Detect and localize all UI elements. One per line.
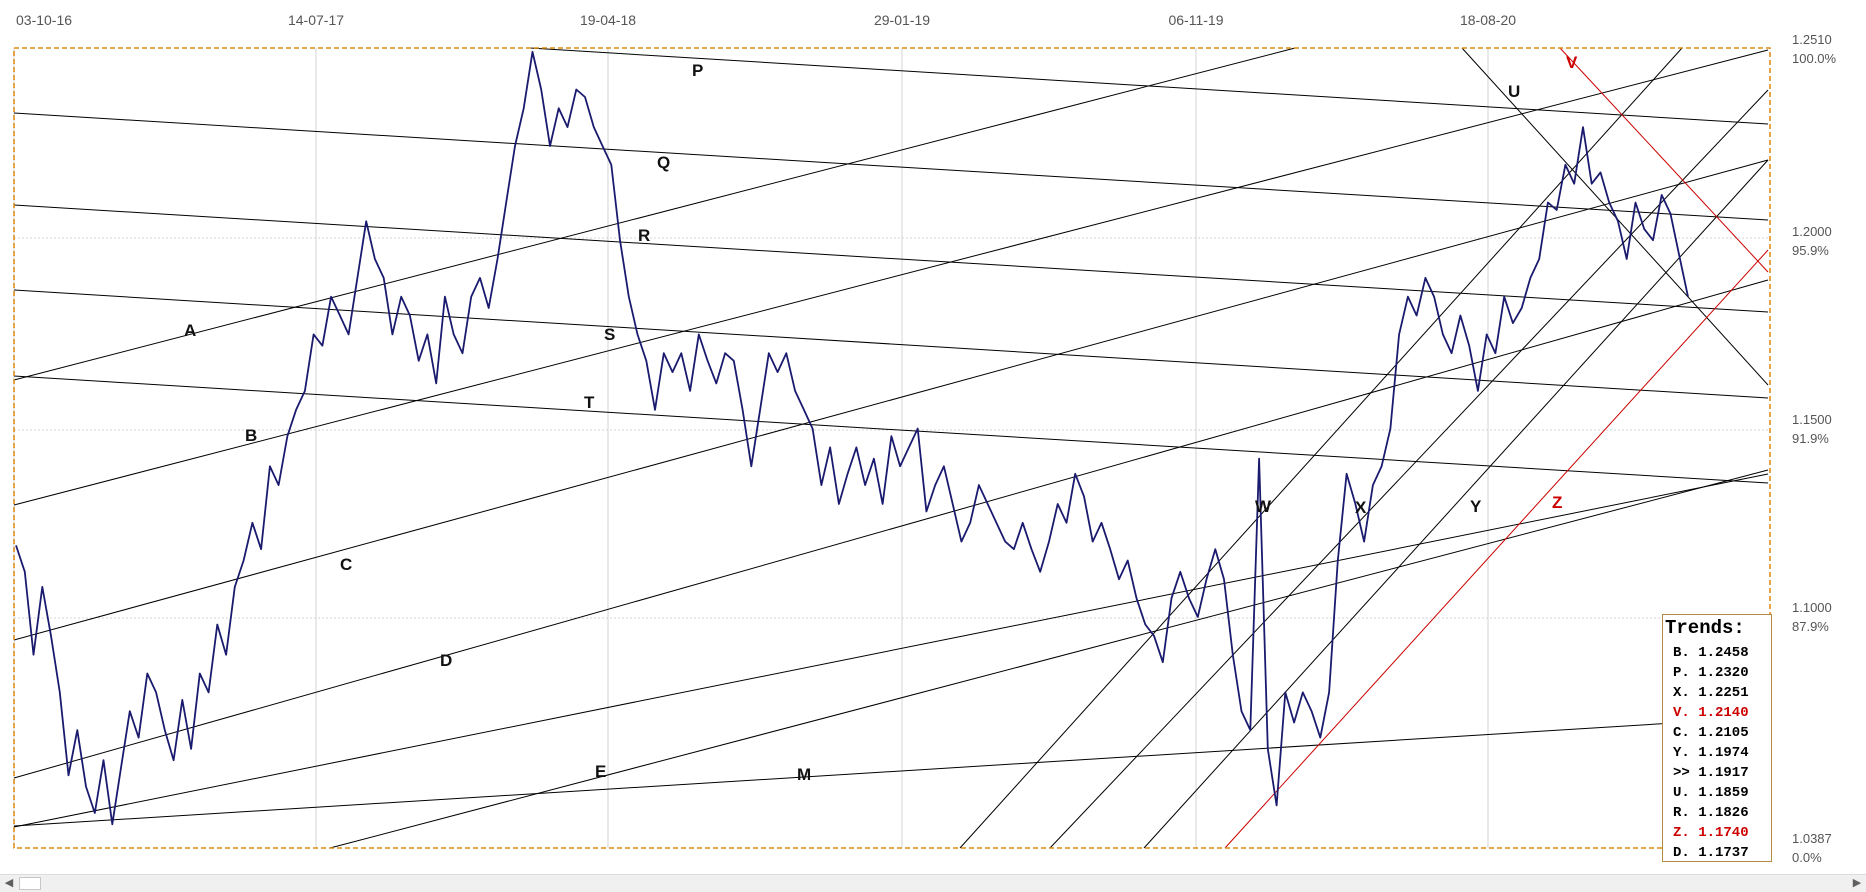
trend-value-row: P. 1.2320	[1673, 665, 1749, 681]
trends-rows: B. 1.2458 P. 1.2320 X. 1.2251 V. 1.2140 C. 1…	[1663, 643, 1771, 863]
trend-label-s: S	[604, 325, 615, 344]
trend-label-w: W	[1255, 497, 1272, 516]
trend-label-u: U	[1508, 82, 1520, 101]
trend-value-row: Y. 1.1974	[1673, 745, 1749, 761]
x-tick-label: 18-08-20	[1460, 12, 1516, 28]
x-axis-labels: 03-10-16 14-07-17 19-04-18 29-01-19 06-11-19…	[16, 12, 1516, 28]
y-tick-price: 1.2510	[1792, 32, 1832, 47]
price-series-line	[15, 50, 1689, 826]
x-tick-label: 19-04-18	[580, 12, 636, 28]
trend-line	[959, 47, 1683, 849]
trend-lines	[13, 47, 1769, 849]
trend-label-e: E	[595, 762, 606, 781]
trend-line	[13, 289, 1769, 399]
trend-line	[13, 49, 1769, 506]
trend-line	[13, 473, 1769, 828]
trend-label-a: A	[184, 321, 196, 340]
trend-line	[13, 204, 1769, 313]
trend-line	[13, 721, 1691, 827]
trend-value-row: R. 1.1826	[1673, 805, 1749, 821]
trend-label-z: Z	[1552, 493, 1562, 512]
scroll-thumb[interactable]	[19, 877, 41, 890]
trend-label-p: P	[692, 61, 703, 80]
trends-legend: Trends: B. 1.2458 P. 1.2320 X. 1.2251 V. 1.…	[1662, 614, 1772, 862]
trend-label-v: V	[1566, 53, 1578, 72]
horizontal-scrollbar[interactable]: ◀ ▶	[0, 874, 1866, 892]
trend-value-row: C. 1.2105	[1673, 725, 1749, 741]
trend-label-c: C	[340, 555, 352, 574]
trend-line	[1224, 249, 1769, 849]
trend-label-y: Y	[1470, 497, 1482, 516]
trend-label-b: B	[245, 426, 257, 445]
trend-label-x: X	[1355, 498, 1367, 517]
trend-label-t: T	[584, 393, 595, 412]
x-tick-label: 14-07-17	[288, 12, 344, 28]
trend-line	[13, 375, 1769, 484]
y-tick-percent: 87.9%	[1792, 619, 1829, 634]
trend-value-row: X. 1.2251	[1673, 685, 1749, 701]
trend-line	[13, 112, 1769, 221]
scroll-right-arrow-icon[interactable]: ▶	[1852, 877, 1862, 889]
y-tick-percent: 95.9%	[1792, 243, 1829, 258]
trend-value-row: V. 1.2140	[1673, 705, 1749, 721]
chart-frame	[13, 47, 1771, 849]
x-tick-label: 03-10-16	[16, 12, 72, 28]
y-tick-price: 1.1500	[1792, 412, 1832, 427]
x-tick-label: 29-01-19	[874, 12, 930, 28]
scroll-left-arrow-icon[interactable]: ◀	[4, 877, 14, 889]
y-tick-price: 1.2000	[1792, 224, 1832, 239]
trend-value-row: B. 1.2458	[1673, 645, 1749, 661]
trend-value-row: Z. 1.1740	[1673, 825, 1749, 841]
trend-line	[1049, 89, 1769, 849]
y-tick-percent: 100.0%	[1792, 51, 1837, 66]
trend-label-m: M	[797, 765, 811, 784]
y-axis-labels: 1.2510 100.0% 1.2000 95.9% 1.1500 91.9% 1.1000…	[1792, 32, 1837, 865]
trend-line	[1143, 159, 1769, 849]
trend-line	[13, 279, 1769, 779]
trend-line	[13, 159, 1769, 641]
trend-value-row: U. 1.1859	[1673, 785, 1749, 801]
y-tick-percent: 0.0%	[1792, 850, 1822, 865]
x-tick-label: 06-11-19	[1168, 12, 1223, 28]
trend-line	[1559, 47, 1769, 273]
trend-label-d: D	[440, 651, 452, 670]
y-tick-price: 1.0387	[1792, 831, 1832, 846]
trend-line	[329, 469, 1769, 849]
y-tick-percent: 91.9%	[1792, 431, 1829, 446]
y-tick-price: 1.1000	[1792, 600, 1832, 615]
trend-label-r: R	[638, 226, 650, 245]
trend-value-row: >> 1.1917	[1673, 765, 1749, 781]
trend-line-labels: A B C D E M P Q R S T U V W X Y Z	[184, 53, 1578, 784]
trend-label-q: Q	[657, 153, 670, 172]
trend-line	[529, 47, 1769, 125]
trends-title: Trends:	[1665, 617, 1745, 639]
trend-line	[13, 47, 1296, 381]
trend-value-row: D. 1.1737	[1673, 845, 1749, 861]
